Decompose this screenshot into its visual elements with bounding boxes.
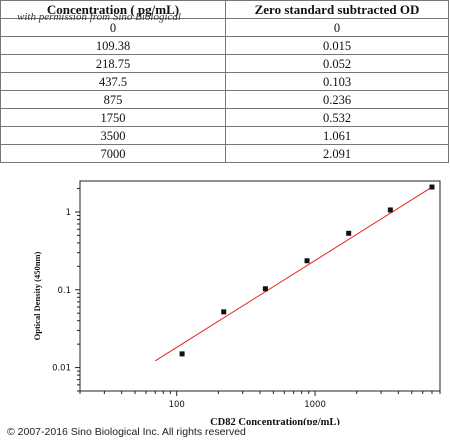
cell-concentration: 3500 [0,126,226,145]
table-row: 875 0.236 [0,90,449,109]
cell-concentration: 218.75 [0,54,226,73]
y-axis-title: Optical Density (450nm) [32,251,42,340]
cell-od: 0.236 [225,90,449,109]
cell-concentration: 7000 [0,144,226,163]
header-od: Zero standard subtracted OD [225,0,449,19]
x-axis-title: CD82 Concentration(pg/mL) [210,417,340,425]
x-tick-label: 1000 [304,400,326,410]
standard-curve-chart: 0.01 0.1 1 100 1000 CD82 Concentration(pg/mL)… [32,180,441,425]
cell-od: 0.052 [225,54,449,73]
copyright-text: © 2007-2016 Sino Biological Inc. All rig… [7,426,246,438]
cell-od: 1.061 [225,126,449,145]
data-point [387,207,393,213]
table-row: 3500 1.061 [0,126,449,145]
table-header-row: Concentration ( pg/mL) with permission fr… [0,0,449,23]
y-tick-label: 0.01 [52,364,71,374]
cell-od: 2.091 [225,144,449,163]
cell-concentration: 437.5 [0,72,226,91]
standard-curve-table: Concentration ( pg/mL) with permission fr… [0,0,449,163]
fit-line [155,186,433,362]
watermark-text: with permission from Sino Biological [17,11,181,23]
table-row: 1750 0.532 [0,108,449,127]
data-point [304,258,310,264]
cell-od: 0.103 [225,72,449,91]
table-row: 7000 2.091 [0,144,449,163]
y-tick-label: 1 [66,208,71,218]
cell-concentration: 875 [0,90,226,109]
cell-concentration: 109.38 [0,36,226,55]
table-row: 218.75 0.052 [0,54,449,73]
x-tick-label: 100 [169,400,185,410]
cell-od: 0.015 [225,36,449,55]
cell-od: 0.532 [225,108,449,127]
data-point [179,351,185,357]
table-row: 437.5 0.103 [0,72,449,91]
data-point [346,230,352,236]
data-point [221,309,227,315]
data-point [262,286,268,292]
table-row: 109.38 0.015 [0,36,449,55]
plot-frame [79,180,441,392]
data-point [429,184,435,190]
y-tick-label: 0.1 [57,286,71,296]
cell-concentration: 1750 [0,108,226,127]
header-concentration: Concentration ( pg/mL) with permission fr… [0,0,226,23]
cell-od: 0 [225,18,449,37]
